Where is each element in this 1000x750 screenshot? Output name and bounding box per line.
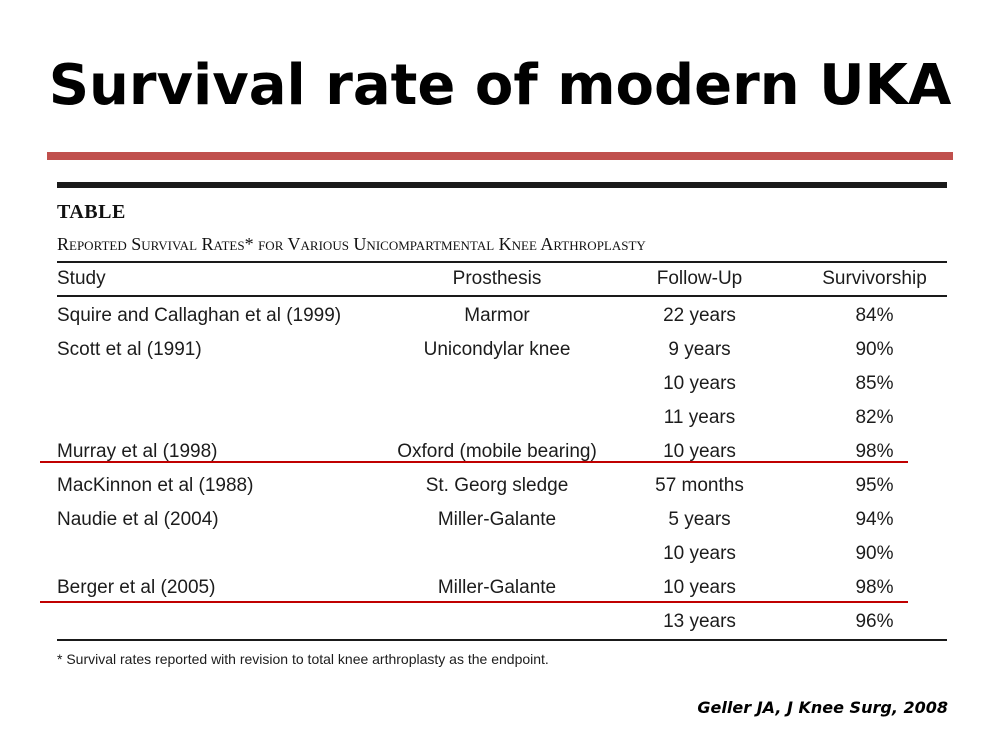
cell-prosthesis: Miller-Galante bbox=[437, 509, 557, 530]
table-row: Scott et al (1991) Unicondylar knee 9 ye… bbox=[57, 333, 947, 367]
cell-study: Murray et al (1998) bbox=[57, 441, 218, 462]
cell-prosthesis: St. Georg sledge bbox=[425, 475, 569, 496]
cell-survivorship: 90% bbox=[855, 339, 894, 360]
cell-follow-up: 9 years bbox=[668, 339, 731, 360]
cell-follow-up: 22 years bbox=[663, 305, 736, 326]
header-prosthesis: Prosthesis bbox=[452, 268, 542, 289]
cell-study bbox=[57, 537, 387, 571]
cell-prosthesis bbox=[387, 367, 607, 401]
cell-survivorship: 94% bbox=[855, 509, 894, 530]
cell-follow-up: 10 years bbox=[663, 543, 736, 564]
cell-follow-up: 11 years bbox=[663, 407, 736, 428]
citation: Geller JA, J Knee Surg, 2008 bbox=[697, 698, 948, 717]
survival-table: TABLE Reported Survival Rates* for Vario… bbox=[57, 182, 947, 668]
table-row: Murray et al (1998) Oxford (mobile beari… bbox=[57, 435, 947, 469]
cell-study: Scott et al (1991) bbox=[57, 339, 202, 360]
cell-prosthesis bbox=[387, 537, 607, 571]
table-row: 10 years 90% bbox=[57, 537, 947, 571]
cell-survivorship: 90% bbox=[855, 543, 894, 564]
table-row: Squire and Callaghan et al (1999) Marmor… bbox=[57, 299, 947, 333]
cell-study: Squire and Callaghan et al (1999) bbox=[57, 305, 342, 326]
cell-survivorship: 85% bbox=[855, 373, 894, 394]
header-study: Study bbox=[57, 268, 106, 289]
cell-survivorship: 98% bbox=[855, 577, 894, 598]
cell-study bbox=[57, 605, 387, 639]
cell-study bbox=[57, 401, 387, 435]
cell-survivorship: 84% bbox=[855, 305, 894, 326]
cell-follow-up: 57 months bbox=[655, 475, 744, 496]
cell-prosthesis bbox=[387, 605, 607, 639]
table-bottom-rule bbox=[57, 639, 947, 641]
cell-prosthesis: Unicondylar knee bbox=[423, 339, 571, 360]
header-survivorship: Survivorship bbox=[822, 268, 927, 289]
cell-prosthesis: Marmor bbox=[464, 305, 530, 326]
table-row: 10 years 85% bbox=[57, 367, 947, 401]
cell-survivorship: 98% bbox=[855, 441, 894, 462]
table-row: 13 years 96% bbox=[57, 605, 947, 639]
table-footnote: * Survival rates reported with revision … bbox=[57, 651, 549, 667]
table-caption: Reported Survival Rates* for Various Uni… bbox=[57, 234, 646, 254]
table-header-row: Study Prosthesis Follow-Up Survivorship bbox=[57, 263, 947, 295]
slide-title: Survival rate of modern UKA bbox=[48, 53, 952, 118]
table-row: MacKinnon et al (1988) St. Georg sledge … bbox=[57, 469, 947, 503]
header-bottom-rule bbox=[57, 295, 947, 297]
table-row: 11 years 82% bbox=[57, 401, 947, 435]
table-label: TABLE bbox=[57, 201, 126, 223]
cell-follow-up: 13 years bbox=[663, 611, 736, 632]
table-body: Squire and Callaghan et al (1999) Marmor… bbox=[57, 297, 947, 639]
table-row: Berger et al (2005) Miller-Galante 10 ye… bbox=[57, 571, 947, 605]
cell-survivorship: 96% bbox=[855, 611, 894, 632]
table-row: Naudie et al (2004) Miller-Galante 5 yea… bbox=[57, 503, 947, 537]
cell-follow-up: 10 years bbox=[663, 373, 736, 394]
highlight-underline-murray bbox=[40, 461, 908, 463]
cell-study bbox=[57, 367, 387, 401]
header-follow-up: Follow-Up bbox=[656, 268, 743, 289]
title-accent-bar bbox=[47, 152, 953, 160]
highlight-underline-berger bbox=[40, 601, 908, 603]
cell-survivorship: 95% bbox=[855, 475, 894, 496]
cell-follow-up: 5 years bbox=[668, 509, 731, 530]
table-top-rule bbox=[57, 182, 947, 188]
cell-study: MacKinnon et al (1988) bbox=[57, 475, 254, 496]
cell-prosthesis bbox=[387, 401, 607, 435]
cell-prosthesis: Miller-Galante bbox=[437, 577, 557, 598]
header-top-rule bbox=[57, 261, 947, 263]
cell-study: Naudie et al (2004) bbox=[57, 509, 219, 530]
cell-follow-up: 10 years bbox=[663, 577, 736, 598]
cell-prosthesis: Oxford (mobile bearing) bbox=[397, 441, 597, 462]
cell-study: Berger et al (2005) bbox=[57, 577, 216, 598]
cell-survivorship: 82% bbox=[855, 407, 894, 428]
cell-follow-up: 10 years bbox=[663, 441, 736, 462]
